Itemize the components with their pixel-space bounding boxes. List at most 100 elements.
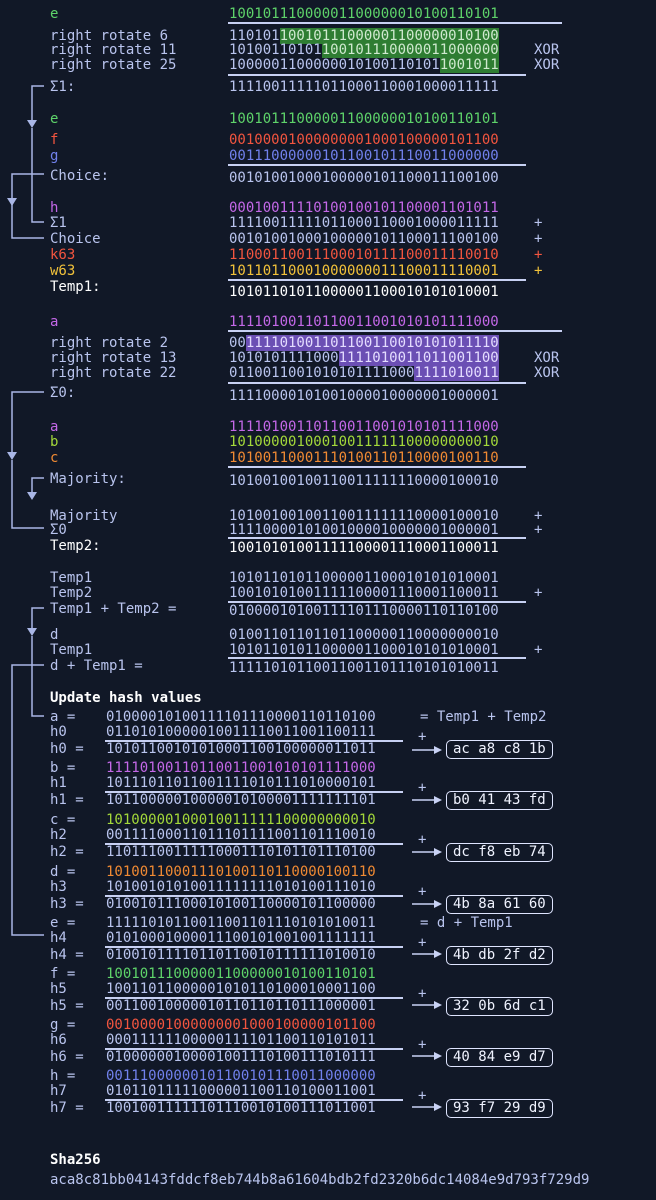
update-var-label: d = [50, 864, 76, 880]
rotate-13-label: right rotate 13 [50, 350, 177, 366]
majority-b-label: b [50, 434, 59, 450]
update-h-value: 10011011000001010110100010001100 [106, 981, 376, 997]
majority-a-value: 11110100110110011001010101111000 [229, 419, 499, 435]
majority-label: Majority: [50, 471, 126, 487]
temp1-w-value: 10110110001000000011100011110001 [229, 263, 499, 279]
hash-hex-box: 4b 8a 61 60 [446, 895, 553, 914]
update-var-value: 11110100110110011001010101111000 [106, 760, 376, 776]
rule [228, 279, 526, 281]
rotate-11-label: right rotate 11 [50, 42, 177, 58]
rule [228, 537, 526, 539]
update-var-value: 10100110001110100110110000100110 [106, 864, 376, 880]
sigma1-result-value: 11110011111011000110001000011111 [229, 79, 499, 95]
plus-operator: + [534, 642, 543, 658]
update-var-value: 10100000100010011111100000000010 [106, 812, 376, 828]
hash-hex-box: 93 f7 29 d9 [446, 1099, 553, 1118]
majority-c-value: 10100110001110100110110000100110 [229, 450, 499, 466]
temp2-majority-value: 10100100100110011111110000100010 [229, 508, 499, 524]
sumd-d-label: d [50, 627, 59, 643]
update-var-label: f = [50, 966, 76, 982]
update-result-label: h7 = [50, 1100, 84, 1116]
rotate-2-label: right rotate 2 [50, 335, 169, 351]
sha256-digest: aca8c81bb04143fddcf8eb744b8a61604bdb2fd2… [50, 1172, 590, 1188]
update-var-label: a = [50, 709, 76, 725]
temp1-k-label: k63 [50, 247, 76, 263]
sigma0-a-label: a [50, 314, 59, 330]
rotate-6-value: 11010110010111000001100000010100 [229, 28, 499, 44]
update-var-value: 00111000000101100101110011000000 [106, 1068, 376, 1084]
temp2-s0-label: Σ0 [50, 522, 67, 538]
update-var-label: g = [50, 1017, 76, 1033]
plus-operator: + [418, 935, 427, 951]
rule [105, 1099, 403, 1101]
update-h-label: h4 [50, 930, 67, 946]
sum-temp1-label: Temp1 [50, 570, 93, 586]
rotate-2-value: 00111101001101100110010101011110 [229, 335, 499, 351]
rule [105, 946, 403, 948]
sumd-temp1-value: 10101101011000001100010101010001 [229, 642, 499, 658]
d-plus-temp1-value: 11111010110011001101110101010011 [229, 660, 499, 676]
temp1-w-label: w63 [50, 263, 76, 279]
update-h-label: h2 [50, 827, 67, 843]
rotate-25-label: right rotate 25 [50, 57, 177, 73]
update-h-label: h1 [50, 775, 67, 791]
choice-e-value: 10010111000001100000010100110101 [229, 111, 499, 127]
plus-operator: + [534, 231, 543, 247]
update-h-value: 00111100011011101111001101110010 [106, 827, 376, 843]
rule [228, 330, 562, 332]
rule [105, 997, 403, 999]
update-h-value: 01010001000011100101001001111111 [106, 930, 376, 946]
rotate-6-label: right rotate 6 [50, 28, 169, 44]
plus-operator: + [418, 780, 427, 796]
plus-operator: + [534, 247, 543, 263]
xor-operator: XOR [534, 42, 560, 58]
sum-temp1-value: 10101101011000001100010101010001 [229, 570, 499, 586]
temp1-s1-value: 11110011111011000110001000011111 [229, 215, 499, 231]
plus-operator: + [534, 585, 543, 601]
sigma1-result-label: Σ1: [50, 79, 76, 95]
update-var-value: 10010111000001100000010100110101 [106, 966, 376, 982]
update-note: = Temp1 + Temp2 [420, 709, 547, 725]
plus-operator: + [418, 729, 427, 745]
update-var-label: h = [50, 1068, 76, 1084]
plus-operator: + [534, 215, 543, 231]
update-hash-title: Update hash values [50, 690, 202, 706]
update-h-label: h5 [50, 981, 67, 997]
choice-label: Choice: [50, 168, 110, 184]
update-result-value: 01001011110110110010111111010010 [106, 947, 376, 963]
plus-operator: + [418, 832, 427, 848]
update-h-value: 01011011111000001100110100011001 [106, 1083, 376, 1099]
update-result-label: h6 = [50, 1049, 84, 1065]
update-result-label: h5 = [50, 998, 84, 1014]
update-h-value: 10111011011001111010111010000101 [106, 775, 376, 791]
update-var-value: 11111010110011001101110101010011 [106, 915, 376, 931]
rule [105, 740, 403, 742]
update-var-label: b = [50, 760, 76, 776]
sum-temp2-label: Temp2 [50, 585, 93, 601]
choice-value: 00101001000100000101100011100100 [229, 170, 499, 186]
majority-b-value: 10100000100010011111100000000010 [229, 434, 499, 450]
update-result-label: h2 = [50, 844, 84, 860]
update-h-label: h0 [50, 724, 67, 740]
rotate-13-value: 10101011110001111010011011001100 [229, 350, 499, 366]
sha256-label: Sha256 [50, 1152, 101, 1168]
update-result-value: 10010011111101110010100111011001 [106, 1100, 376, 1116]
d-plus-temp1-label: d + Temp1 = [50, 658, 143, 674]
hash-hex-box: ac a8 c8 1b [446, 740, 553, 759]
sumd-temp1-label: Temp1 [50, 642, 93, 658]
update-var-value: 01000010100111101110000110110100 [106, 709, 376, 725]
xor-operator: XOR [534, 365, 560, 381]
update-h-value: 10100101010011111111010100111010 [106, 879, 376, 895]
update-result-value: 01001011100010100110000101100000 [106, 896, 376, 912]
temp1-plus-temp2-label: Temp1 + Temp2 = [50, 601, 177, 617]
rotate-22-label: right rotate 22 [50, 365, 177, 381]
update-var-value: 00100001000000001000100000101100 [106, 1017, 376, 1033]
rule [228, 74, 526, 76]
plus-operator: + [418, 986, 427, 1002]
choice-f-value: 00100001000000001000100000101100 [229, 132, 499, 148]
update-var-label: e = [50, 915, 76, 931]
majority-value: 10100100100110011111110000100010 [229, 473, 499, 489]
temp1-s1-label: Σ1 [50, 215, 67, 231]
rule [228, 164, 526, 166]
